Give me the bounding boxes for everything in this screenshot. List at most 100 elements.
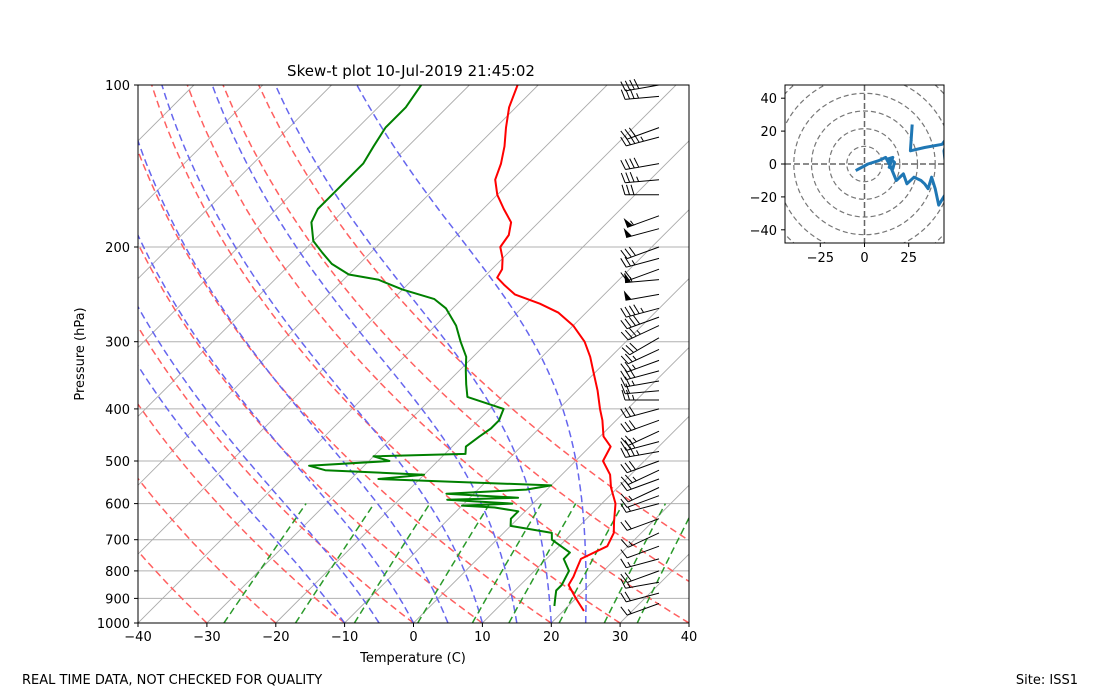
wind-barb bbox=[620, 368, 660, 381]
mixing-ratio-line bbox=[636, 516, 689, 623]
hodograph-ring bbox=[846, 145, 883, 183]
wind-barb bbox=[621, 337, 660, 356]
wind-barb bbox=[620, 419, 660, 433]
hodograph-trace bbox=[854, 124, 944, 207]
dry-adiabat-line bbox=[222, 85, 689, 583]
isotherm-line bbox=[275, 209, 689, 623]
isotherm-line bbox=[138, 85, 401, 349]
wind-barb bbox=[620, 487, 660, 503]
x-axis-label: Temperature (C) bbox=[359, 651, 466, 666]
hodograph-x-tick-label: 0 bbox=[860, 251, 868, 266]
wind-barb bbox=[620, 518, 660, 531]
hodograph-y-tick-label: 20 bbox=[760, 125, 777, 140]
mixing-ratio-line bbox=[294, 503, 375, 623]
x-tick-label: 40 bbox=[681, 630, 698, 645]
dewpoint-profile-line bbox=[308, 85, 571, 607]
wind-barb bbox=[623, 215, 660, 228]
mixing-ratio-line bbox=[603, 503, 667, 623]
isotherm-line bbox=[344, 277, 689, 623]
isotherm-line bbox=[138, 85, 470, 418]
wind-barb bbox=[620, 157, 660, 170]
wind-barb bbox=[620, 304, 660, 318]
wind-barb bbox=[620, 545, 660, 559]
moist-adiabat-line bbox=[274, 85, 553, 623]
x-tick-label: −10 bbox=[331, 630, 358, 645]
x-tick-label: −20 bbox=[262, 630, 289, 645]
isotherm-line bbox=[138, 85, 677, 623]
isotherm-line bbox=[138, 85, 264, 211]
wind-barb bbox=[624, 272, 660, 284]
wind-barb bbox=[620, 406, 660, 419]
wind-barb bbox=[620, 603, 660, 616]
wind-barb bbox=[620, 133, 660, 147]
wind-barb bbox=[623, 290, 660, 301]
wind-barb bbox=[621, 389, 659, 401]
wind-barb bbox=[620, 532, 660, 548]
isotherm-line bbox=[619, 553, 689, 623]
y-tick-label: 900 bbox=[105, 592, 130, 607]
wind-barb bbox=[620, 503, 660, 513]
skewt-grid bbox=[0, 85, 689, 623]
isotherm-line bbox=[206, 140, 689, 623]
y-tick-label: 700 bbox=[105, 534, 130, 549]
hodograph-chart: −25 0 25 −40 −20 0 20 40 bbox=[750, 84, 945, 266]
y-tick-label: 1000 bbox=[97, 617, 130, 632]
dry-adiabat-line bbox=[138, 325, 414, 623]
dry-adiabat-line bbox=[138, 402, 346, 623]
wind-barb bbox=[620, 348, 660, 365]
wind-barb bbox=[620, 446, 660, 458]
y-tick-label: 800 bbox=[105, 565, 130, 580]
quality-disclaimer: REAL TIME DATA, NOT CHECKED FOR QUALITY bbox=[22, 673, 323, 688]
wind-barb bbox=[620, 325, 660, 341]
wind-barb bbox=[621, 184, 659, 196]
chart-title: Skew-t plot 10-Jul-2019 21:45:02 bbox=[287, 62, 535, 80]
isotherm-line bbox=[138, 85, 539, 486]
x-tick-label: 30 bbox=[612, 630, 629, 645]
wind-barb bbox=[620, 246, 660, 260]
isotherm-line bbox=[0, 85, 56, 623]
wind-barbs bbox=[620, 78, 660, 616]
mixing-ratio-line bbox=[508, 503, 577, 623]
wind-barb bbox=[620, 460, 660, 474]
dry-adiabat-line bbox=[138, 149, 552, 623]
hodograph-y-tick-label: −40 bbox=[750, 224, 777, 239]
x-tick-label: 20 bbox=[543, 630, 560, 645]
y-tick-label: 600 bbox=[105, 498, 130, 513]
moist-adiabat-line bbox=[138, 364, 346, 623]
wind-barb bbox=[620, 495, 660, 508]
wind-barb bbox=[620, 383, 660, 395]
wind-barb bbox=[620, 591, 660, 603]
dry-adiabat-line bbox=[138, 550, 208, 623]
dry-adiabat-line bbox=[138, 477, 277, 623]
wind-barb bbox=[620, 438, 660, 451]
wind-barb bbox=[620, 478, 660, 492]
mixing-ratio-line bbox=[471, 503, 542, 623]
y-tick-label: 300 bbox=[105, 336, 130, 351]
moist-adiabat-line bbox=[138, 138, 449, 623]
x-tick-label: 0 bbox=[409, 630, 417, 645]
skewt-axes-frame bbox=[137, 84, 690, 624]
isotherm-line bbox=[482, 415, 689, 623]
hodograph-y-tick-label: −20 bbox=[750, 191, 777, 206]
hodograph-ticks: −25 0 25 −40 −20 0 20 40 bbox=[750, 92, 917, 266]
wind-barb bbox=[620, 315, 660, 330]
x-tick-label: −40 bbox=[124, 630, 151, 645]
wind-barb bbox=[620, 558, 660, 569]
hodograph-ring bbox=[793, 92, 936, 236]
wind-barb bbox=[620, 88, 660, 100]
x-tick-label: −30 bbox=[193, 630, 220, 645]
y-tick-label: 100 bbox=[105, 79, 130, 94]
site-label: Site: ISS1 bbox=[1015, 673, 1078, 688]
hodograph-y-tick-label: 40 bbox=[760, 92, 777, 107]
wind-barb bbox=[620, 172, 660, 184]
dry-adiabat-line bbox=[258, 85, 689, 542]
isotherm-line bbox=[138, 85, 332, 280]
wind-barb bbox=[623, 227, 660, 238]
y-tick-label: 500 bbox=[105, 455, 130, 470]
hodograph-ring bbox=[828, 128, 901, 200]
x-axis-ticks: −40 −30 −20 −10 0 10 20 30 40 bbox=[124, 623, 697, 645]
wind-barb bbox=[620, 256, 660, 268]
moist-adiabat-line bbox=[161, 85, 484, 623]
y-tick-label: 400 bbox=[105, 403, 130, 418]
